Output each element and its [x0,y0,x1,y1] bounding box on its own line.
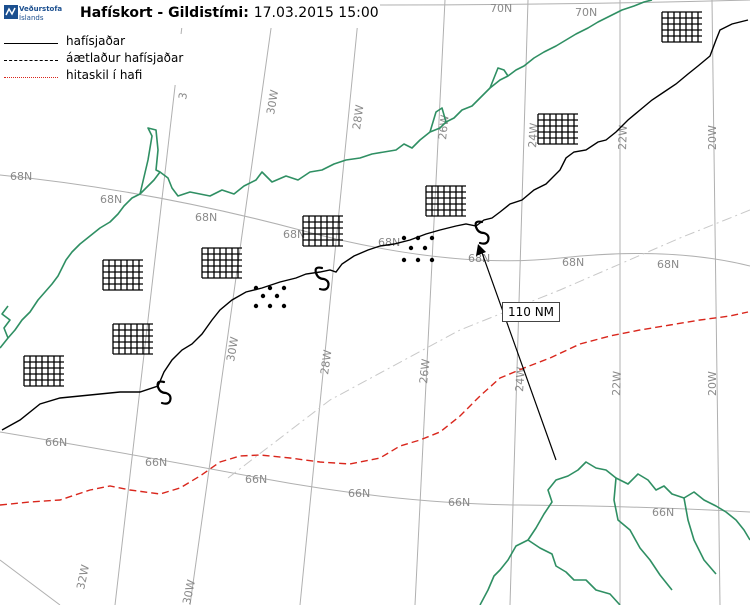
lon-label: 26W [417,358,433,384]
arrowhead-icon [476,244,486,256]
chart-header: Veðurstofa Íslands Hafískort - Gildistím… [0,0,380,28]
hatched-grid-icon [201,247,242,279]
lat-label: 66N [652,506,674,519]
dotted-line-icon [4,77,58,78]
lon-label: 24W [526,122,541,148]
lat-label: 66N [348,487,370,500]
hatched-grid-icon [302,215,343,247]
logo-subtext: Íslands [19,14,44,22]
lat-label: 68N [195,211,217,224]
hatched-grid-icon [112,323,153,355]
s-curve-icon [156,380,172,405]
lat-label: 70N [575,6,597,19]
lon-label: 20W [706,371,719,396]
lat-label: 66N [145,456,167,469]
lat-label: 68N [562,256,584,269]
s-curve-icon [474,220,490,245]
lat-label: 70N [490,2,512,15]
grid-labels: 70N 70N 68N 68N 68N 68N 68N 68N 68N 68N … [10,2,719,605]
lat-label: 68N [100,193,122,206]
logo-text: Veðurstofa [19,5,63,13]
hatched-grid-icon [102,259,143,291]
legend-item-estimated-ice-edge: áætlaður hafísjaðar [0,51,230,68]
dot-cluster-icon [401,235,435,263]
lon-label: 20W [706,125,719,150]
lon-label: 30W [224,336,241,363]
hatched-grid-icon [23,355,64,387]
reference-line [227,209,750,479]
vedurstofa-logo: Veðurstofa Íslands [4,3,76,25]
s-curve-icon [314,266,330,291]
distance-label: 110 NM [502,302,560,322]
legend-label: hitaskil í hafi [66,68,143,82]
hatched-grid-icon [425,185,466,217]
ice-concentration-areas [23,11,702,387]
lat-label: 68N [283,228,305,241]
legend-label: áætlaður hafísjaðar [66,51,184,65]
lon-label: 3 [176,91,190,100]
iceland-fjord [527,539,621,605]
logo-mark-icon [4,5,18,19]
lon-label: 24W [513,366,528,392]
legend: hafísjaðar áætlaður hafísjaðar hitaskil … [0,34,230,85]
lon-label: 28W [318,349,334,376]
lon-label: 22W [616,125,630,150]
greenland-fjord [489,67,509,89]
lon-label: 28W [350,104,366,131]
lat-label: 66N [45,436,67,449]
dot-cluster-icon [253,285,287,309]
lon-label: 30W [264,89,281,116]
greenland-fjord [1,305,11,339]
lat-label: 68N [378,236,400,249]
solid-line-icon [4,43,58,44]
lon-label: 22W [610,371,624,396]
iceland-coastline [479,461,750,605]
lat-label: 66N [245,473,267,486]
lat-label: 66N [448,496,470,509]
hatched-grid-icon [537,113,578,145]
legend-item-ocean-front: hitaskil í hafi [0,68,230,85]
valid-time: 17.03.2015 15:00 [253,5,379,21]
legend-label: hafísjaðar [66,34,126,48]
legend-item-ice-edge: hafísjaðar [0,34,230,51]
ocean-temperature-front [0,311,749,506]
page-title: Hafískort - Gildistími: 17.03.2015 15:00 [80,5,379,21]
lat-label: 68N [657,258,679,271]
lon-label: 32W [74,563,92,590]
greenland-fjord [429,107,447,133]
greenland-fjord [139,127,161,195]
iceland-fjord [683,497,717,575]
title-label: Hafískort - Gildistími: [80,5,249,21]
hatched-grid-icon [661,11,702,43]
greenland-coastline [0,0,653,349]
lon-label: 26W [436,114,452,140]
lon-label: 30W [180,578,198,605]
lat-label: 68N [10,170,32,183]
sea-ice-edge [1,19,749,431]
distance-arrow [480,249,557,461]
iceland-fjord [613,477,673,591]
dashed-line-icon [4,60,58,61]
